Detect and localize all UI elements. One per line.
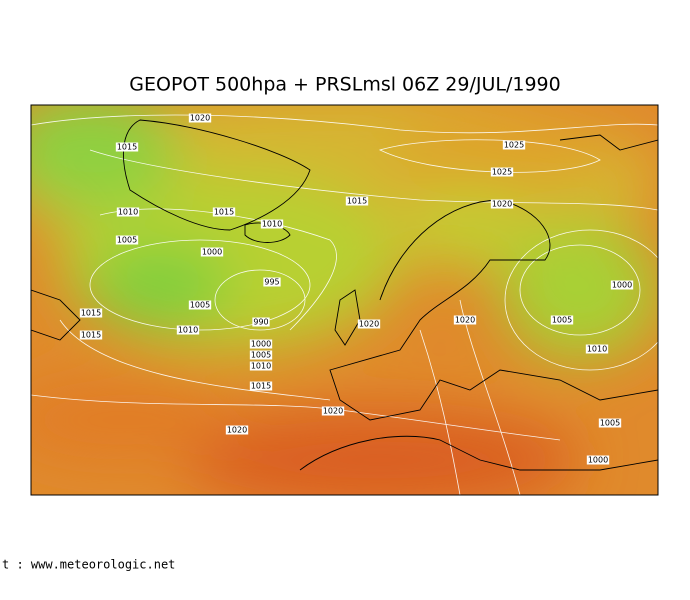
- label-box: [79, 330, 103, 340]
- isobar-label: 1010: [178, 326, 198, 335]
- label-box: [115, 142, 139, 152]
- isobar-label: 1000: [251, 340, 271, 349]
- isobar-label: 1010: [262, 220, 282, 229]
- isobar-label: 1000: [202, 248, 222, 257]
- isobar-label: 995: [264, 278, 279, 287]
- isobar-label: 1015: [251, 382, 271, 391]
- label-box: [453, 315, 477, 325]
- label-box: [249, 381, 273, 391]
- isobar-label: 1025: [492, 168, 512, 177]
- isobar-label: 1020: [323, 407, 343, 416]
- label-box: [357, 319, 381, 329]
- label-box: [249, 339, 273, 349]
- field: [31, 105, 658, 495]
- isobar-label: 1020: [455, 316, 475, 325]
- isobar-label: 1005: [251, 351, 271, 360]
- isobar-label: 1020: [492, 200, 512, 209]
- label-box: [321, 406, 345, 416]
- label-box: [550, 315, 574, 325]
- isobar-label: 1015: [81, 309, 101, 318]
- label-box: [116, 207, 140, 217]
- label-box: [610, 280, 634, 290]
- map-title: GEOPOT 500hpa + PRSLmsl 06Z 29/JUL/1990: [129, 74, 560, 96]
- label-box: [263, 277, 281, 287]
- isobar-label: 1015: [214, 208, 234, 217]
- label-box: [212, 207, 236, 217]
- label-box: [502, 140, 526, 150]
- label-box: [345, 196, 369, 206]
- label-box: [188, 113, 212, 123]
- isobar-label: 1000: [588, 456, 608, 465]
- label-box: [249, 350, 273, 360]
- label-box: [598, 418, 622, 428]
- label-box: [252, 317, 270, 327]
- isobar-label: 1005: [600, 419, 620, 428]
- map-frame: [30, 104, 659, 496]
- isobar-label: 1020: [227, 426, 247, 435]
- label-box: [225, 425, 249, 435]
- isobar-label: 1020: [190, 114, 210, 123]
- isobar-label: 1010: [251, 362, 271, 371]
- label-box: [586, 455, 610, 465]
- isobar-label: 1005: [552, 316, 572, 325]
- label-box: [490, 167, 514, 177]
- isobar-label: 1010: [118, 208, 138, 217]
- footer-credit: t : www.meteorologic.net: [2, 558, 175, 572]
- label-box: [490, 199, 514, 209]
- label-box: [79, 308, 103, 318]
- label-box: [260, 219, 284, 229]
- label-box: [249, 361, 273, 371]
- isobar-label: 1005: [190, 301, 210, 310]
- isobar-label: 1015: [81, 331, 101, 340]
- isobar-label: 1010: [587, 345, 607, 354]
- isobar-label: 1015: [347, 197, 367, 206]
- isobar-label: 1025: [504, 141, 524, 150]
- isobar-label: 1020: [359, 320, 379, 329]
- isobar-label: 1000: [612, 281, 632, 290]
- label-box: [200, 247, 224, 257]
- label-box: [188, 300, 212, 310]
- label-box: [176, 325, 200, 335]
- isobar-label: 1005: [117, 236, 137, 245]
- label-box: [115, 235, 139, 245]
- isobar-label: 990: [253, 318, 268, 327]
- isobar-label: 1015: [117, 143, 137, 152]
- label-box: [585, 344, 609, 354]
